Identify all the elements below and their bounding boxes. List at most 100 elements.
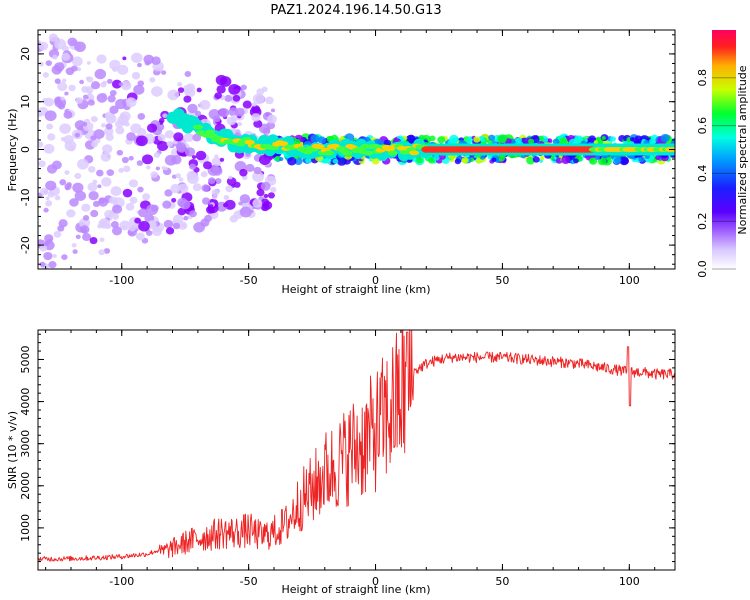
spectrogram-cell [203,161,212,170]
spectrogram-cell [125,202,135,211]
spectrogram-cell [546,138,553,144]
spectrogram-cell [105,123,113,130]
spectrogram-cell [71,56,83,67]
spectrogram-cell [317,136,326,144]
ridge-core [205,129,216,135]
spectrogram-cell [107,78,113,84]
spectrogram-cell [121,156,129,164]
spectrogram-cell [126,132,136,141]
snr-xtick-label: -50 [240,575,258,588]
spectrogram-cell [52,54,58,60]
spectrogram-cell [252,171,264,182]
spectrogram-cell [226,116,237,126]
spectrogram-cell [142,193,151,201]
ridge-core [387,150,398,156]
spectrogram-cell [538,159,544,163]
spectrogram-cell [75,97,83,104]
spectrogram-cell [189,210,197,218]
spectrogram-cell [111,213,120,220]
spectrogram-cell [552,138,560,145]
spectrogram-cell [163,166,168,171]
spectrogram-cell [39,187,49,196]
spectrogram-cell [184,71,192,77]
spectrogram-cell [228,175,233,180]
spectrogram-cell [82,215,90,221]
spectrogram-cell [216,85,226,94]
snr-xtick-label: -100 [109,575,134,588]
spectrogram-cell [85,86,94,94]
snr-xtick-label: 100 [619,575,640,588]
spectrogram-cell [45,60,52,67]
spectrogram-cell [437,136,446,144]
spectrogram-xtick-label: 50 [495,274,509,287]
ridge-core [323,150,334,156]
spectrogram-cell [192,133,202,142]
spectrogram-cell [215,74,228,86]
spectrogram-cell [461,157,469,164]
spectrogram-cell [39,261,46,268]
spectrogram-cell [177,82,183,87]
spectrogram-cell [104,210,114,219]
spectrogram-cell [38,41,49,51]
snr-ytick-label: 5000 [19,345,32,373]
spectrogram-cell [128,179,139,188]
spectrogram-cell [87,99,95,106]
spectrogram-cell [96,93,108,103]
spectrogram-xtick-label: 0 [372,274,379,287]
spectrogram-cell [45,196,50,201]
spectrogram-cell [64,140,77,152]
spectrogram-cell [122,56,127,61]
spectrogram-cell [48,33,59,42]
figure-title: PAZ1.2024.196.14.50.G13 [270,3,441,18]
spectrogram-cell [201,184,210,192]
spectrogram-cell [127,98,133,104]
spectrogram-cell [526,156,535,165]
spectrogram-cell [514,138,519,142]
spectrogram-cell [232,94,241,102]
spectrogram-cell [65,186,70,191]
spectrogram-cell [172,222,181,230]
spectrogram-cell [60,96,65,101]
spectrogram-cell [103,248,111,254]
spectrogram-cell [144,60,151,66]
spectrogram-cell [163,219,174,229]
spectrogram-xtick-label: -50 [240,274,258,287]
spectrogram-cell [63,110,73,119]
spectrogram-cell [135,232,145,241]
spectrogram-cell [75,234,81,240]
spectrogram-cell [183,95,192,103]
spectrogram-cell [82,122,88,127]
spectrogram-cell [228,83,241,95]
spectrogram-cell [167,89,180,101]
spectrogram-cell [214,92,222,100]
snr-xtick-label: 0 [372,575,379,588]
spectrogram-cell [150,171,158,179]
spectrogram-cell [237,122,243,127]
ridge-core [278,141,289,147]
snr-line-series [38,330,675,562]
snr-panel: -100 -50 0 50 100 1000 2000 3000 4000 5000 Heigh… [6,329,676,596]
spectrogram-cell [74,41,86,53]
spectrogram-xtick-label: 100 [619,274,640,287]
spectrogram-cell [82,94,89,100]
spectrogram-cell [383,139,391,147]
spectrogram-cell [86,61,91,65]
spectrogram-cell [195,150,207,161]
spectrogram-cell [171,198,177,203]
spectrogram-cell [69,198,79,207]
spectrogram-cell [270,108,276,113]
spectrogram-cell [48,261,57,269]
spectrogram-cell [336,156,347,166]
spectrogram-cell [310,134,320,143]
spectrogram-cell [59,179,67,186]
spectrogram-cell [120,118,128,126]
spectrogram-cell [103,127,114,136]
spectrogram-cell [164,130,175,139]
colorbar-gradient [712,30,736,269]
spectrogram-cell [101,177,112,187]
spectrogram-cell [90,209,99,218]
spectrogram-cell [184,147,196,157]
spectrogram-cell [177,87,185,93]
spectrogram-cell [82,232,92,242]
spectrogram-cell [54,38,67,50]
